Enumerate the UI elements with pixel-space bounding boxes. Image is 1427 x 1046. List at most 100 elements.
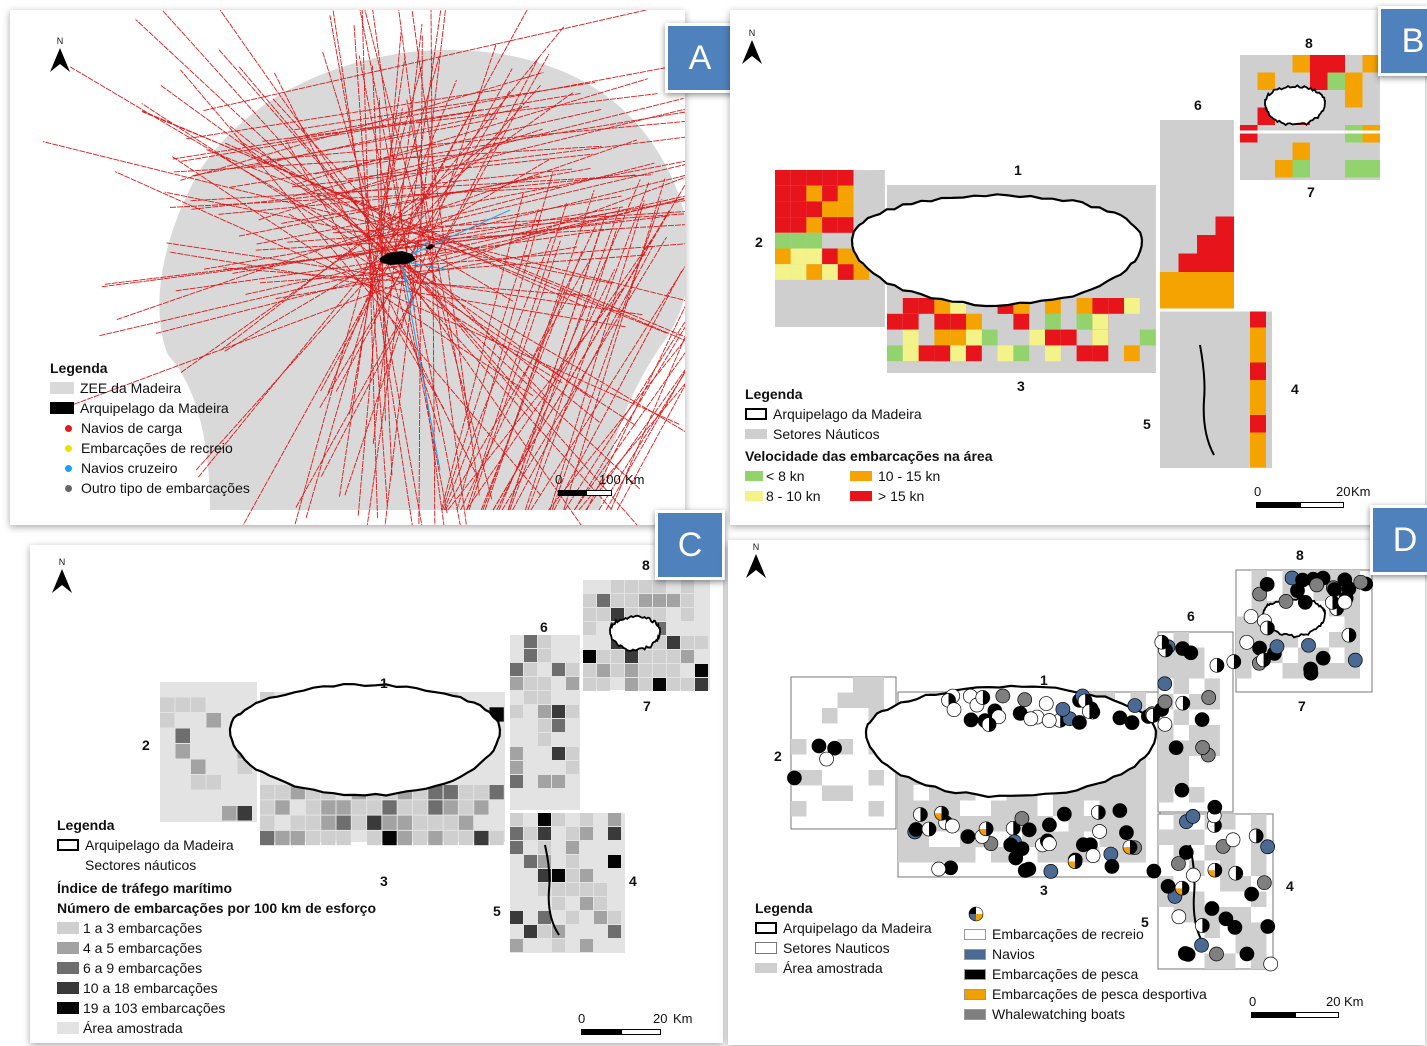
grid-cell [1173,709,1189,725]
cargo-track [359,10,461,525]
grid-cell [1220,876,1236,892]
north-arrow-icon [746,554,766,578]
grid-cell [902,298,919,314]
grid-cell [583,580,596,593]
grid-cell [237,806,252,821]
vessel-pie [1194,712,1210,727]
cargo-track [191,168,573,210]
vessel-pie [1209,657,1225,673]
grid-cell [583,622,596,635]
cargo-track [245,195,685,295]
cargo-track [348,164,685,245]
vessel-pie [1042,817,1057,833]
cargo-track [287,213,563,384]
grid-cell [1215,216,1234,235]
grid-cell [175,728,190,743]
grid-cell [552,705,565,718]
grid-cell [822,785,838,801]
grid-cell [458,800,474,815]
grid-cell [1197,253,1216,272]
north-arrow: N [50,557,74,599]
grid-cell [275,800,290,815]
north-arrow-icon [50,48,70,72]
cruise-tracks [399,209,511,471]
grid-cell [898,847,914,863]
vessel-pie [960,829,976,844]
grid-cell [822,248,838,265]
grid-cell [538,649,551,662]
grid-cell [1158,829,1174,845]
grid-cell [639,664,652,677]
vessel-pie [1043,864,1059,879]
grid-cell [1236,663,1252,679]
grid-cell [822,217,838,233]
grid-cell [458,815,474,830]
vessel-pie [991,709,1006,725]
vessel-pie [1185,809,1201,824]
grid-cell [474,785,489,800]
grid-cell [1130,800,1146,816]
sector-label-2: 2 [755,234,763,250]
cargo-track [527,182,650,511]
grid-cell [566,869,579,882]
grid-cell [524,663,537,676]
cargo-track [466,202,568,511]
grid-cell [667,594,680,607]
grid-cell [934,329,951,346]
grid-cell [538,883,551,896]
cargo-track [548,339,685,511]
cargo-track [447,288,623,511]
grid-cell [653,664,666,677]
vessel-pie [1263,956,1279,972]
vessel-pie [1297,594,1313,610]
speed-swatch [745,471,763,481]
grid-cell [1045,329,1061,346]
cargo-track [530,265,685,511]
grid-cell [1362,55,1380,73]
grid-cell [1084,785,1100,801]
vessel-pie [1157,694,1173,710]
cargo-track [363,243,685,271]
grid-cell [625,594,638,607]
cargo-track [256,160,685,245]
grid-cell [1092,298,1109,314]
grid-cell [868,801,884,817]
sector-label-7: 7 [643,698,651,714]
grid-cell [552,869,565,882]
vessel-pie [1038,696,1054,711]
grid-cell [1251,860,1267,876]
vessel-pie [1174,782,1190,798]
grid-cell [608,855,621,868]
cargo-track [114,171,680,425]
grid-cell [1173,829,1189,845]
traffic-class-item: 6 a 9 embarcações [57,958,376,978]
grid-cell [639,594,652,607]
vessel-pie [1195,740,1210,755]
legend-d-vessels: Embarcações de recreio Navios Embarcações … [964,924,1207,1024]
desertas-islands [1189,844,1205,946]
sector-label-2: 2 [774,748,782,764]
grid-cell [583,594,596,607]
cargo-track [507,213,607,511]
traffic-class-item: 19 a 103 embarcações [57,998,376,1018]
sector-label-5: 5 [1141,914,1149,930]
grid-cell [822,170,838,186]
grid-cell [290,830,305,846]
cargo-track [364,10,493,500]
grid-cell [510,677,523,690]
vessel-pie [1171,856,1186,871]
cargo-track [190,174,653,202]
index-title: Índice de tráfego marítimo [57,880,233,896]
vessel-pie [963,712,979,728]
grid-cell [681,636,694,649]
grid-cell [1099,785,1115,801]
cargo-track [238,175,542,237]
vessel-pie [1178,845,1194,860]
grid-cell [538,635,551,648]
vessel-pie [1042,836,1057,852]
grid-cell [1215,272,1234,291]
grid-cell [1068,800,1084,816]
grid-cell [524,827,537,840]
vessel-pie [931,861,947,877]
vessel-pie [1174,880,1190,896]
